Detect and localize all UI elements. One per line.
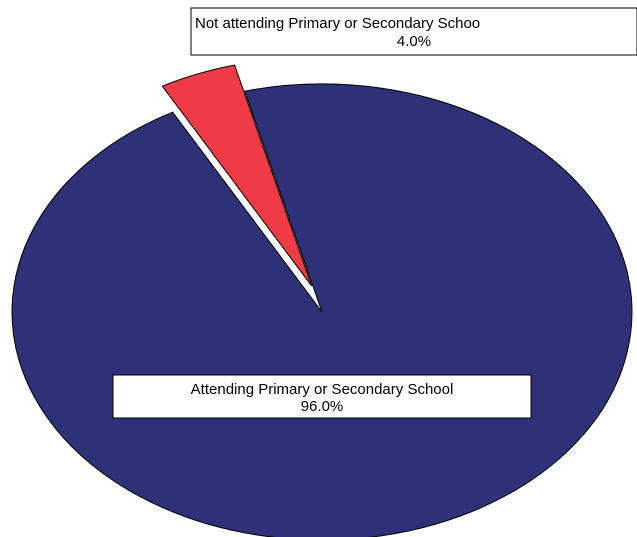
pie-slices [11, 64, 633, 537]
slice-label-not-attending-value: 4.0% [397, 33, 431, 50]
pie-slice-not-attending [161, 64, 313, 287]
slice-label-attending: Attending Primary or Secondary School 96… [112, 374, 532, 419]
pie-slice-attending [11, 83, 633, 537]
slice-label-box-attending [112, 374, 532, 419]
slice-label-not-attending-name: Not attending Primary or Secondary Schoo [195, 15, 480, 32]
slice-label-not-attending: Not attending Primary or Secondary Schoo… [190, 7, 637, 56]
slice-label-box-not-attending [190, 7, 637, 56]
slice-label-attending-name: Attending Primary or Secondary School [191, 381, 454, 398]
slice-label-attending-value: 96.0% [301, 398, 344, 415]
